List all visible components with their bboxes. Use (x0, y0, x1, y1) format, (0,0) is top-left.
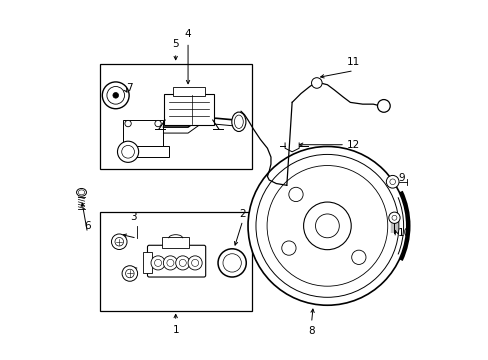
Circle shape (351, 250, 365, 265)
Circle shape (218, 249, 246, 277)
Circle shape (122, 145, 134, 158)
Circle shape (163, 256, 177, 270)
Circle shape (115, 238, 123, 246)
Bar (100, 212, 251, 311)
Ellipse shape (77, 189, 86, 196)
Circle shape (102, 82, 129, 109)
Bar (122, 120, 163, 147)
Ellipse shape (234, 115, 243, 129)
FancyBboxPatch shape (143, 252, 151, 274)
Circle shape (389, 179, 395, 185)
Circle shape (391, 215, 396, 220)
Text: 7: 7 (126, 83, 133, 93)
Text: 11: 11 (346, 57, 360, 67)
FancyBboxPatch shape (163, 94, 214, 125)
Circle shape (311, 78, 322, 88)
Text: 9: 9 (397, 173, 404, 183)
Circle shape (191, 259, 198, 266)
Circle shape (179, 259, 186, 266)
Text: 4: 4 (184, 29, 191, 39)
Circle shape (388, 212, 399, 224)
FancyBboxPatch shape (162, 237, 189, 248)
Bar (119, 147, 168, 157)
Text: 10: 10 (397, 228, 410, 238)
Circle shape (125, 269, 134, 278)
Bar (100, 64, 251, 170)
Text: 1: 1 (172, 325, 179, 335)
Text: 12: 12 (346, 140, 359, 150)
Circle shape (154, 259, 161, 266)
Ellipse shape (78, 190, 84, 195)
Circle shape (223, 254, 241, 272)
FancyBboxPatch shape (147, 245, 205, 277)
Text: 6: 6 (84, 221, 91, 231)
Circle shape (288, 187, 303, 202)
Circle shape (155, 120, 161, 127)
Circle shape (386, 175, 398, 188)
Circle shape (247, 147, 406, 305)
Circle shape (255, 154, 398, 297)
Circle shape (266, 166, 387, 286)
Circle shape (315, 214, 339, 238)
Text: 2: 2 (239, 209, 245, 219)
Text: 3: 3 (130, 212, 137, 222)
Circle shape (377, 100, 389, 112)
Circle shape (111, 234, 127, 249)
Circle shape (107, 86, 124, 104)
Text: 8: 8 (307, 327, 314, 336)
Circle shape (166, 259, 174, 266)
Circle shape (113, 93, 118, 98)
Circle shape (122, 266, 137, 281)
Text: 5: 5 (172, 40, 179, 49)
FancyBboxPatch shape (173, 86, 204, 96)
Circle shape (124, 120, 131, 127)
Circle shape (151, 256, 165, 270)
Ellipse shape (231, 112, 245, 131)
Circle shape (175, 256, 189, 270)
Circle shape (281, 241, 295, 255)
Circle shape (188, 256, 202, 270)
Circle shape (303, 202, 350, 250)
Circle shape (117, 141, 139, 162)
